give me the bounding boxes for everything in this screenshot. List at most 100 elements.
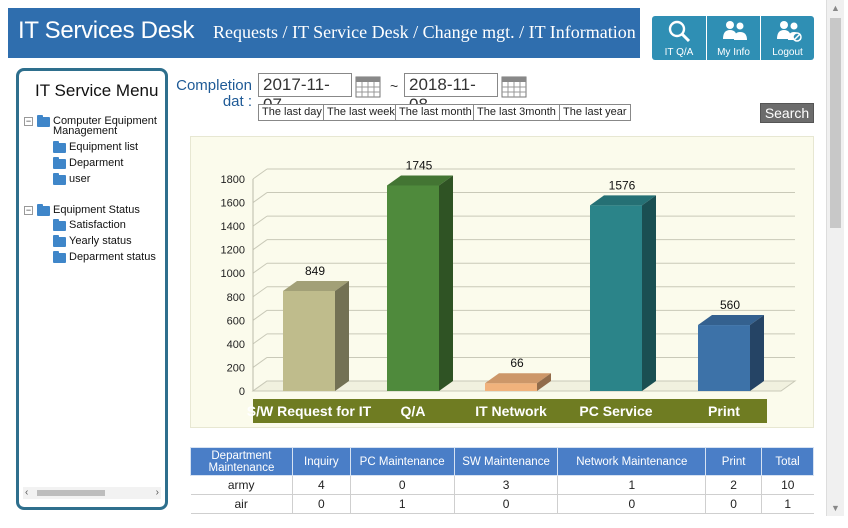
x-tick-label: Print xyxy=(708,403,740,419)
data-label: 1745 xyxy=(406,158,433,172)
menu-title: IT Service Menu xyxy=(35,81,159,100)
page-vertical-scrollbar[interactable]: ▲ ▼ xyxy=(826,0,844,516)
menu-item-satisfaction[interactable]: Satisfaction xyxy=(69,219,126,231)
logout-label: Logout xyxy=(772,47,803,58)
range-last-year-button[interactable]: The last year xyxy=(559,104,631,121)
table-cell: 0 xyxy=(291,494,351,514)
bar xyxy=(590,205,642,391)
start-date-input[interactable]: 2017-11-07 xyxy=(258,73,352,114)
table-cell: 0 xyxy=(705,494,762,514)
table-cell: 1 xyxy=(761,494,814,514)
my-info-button[interactable]: My Info xyxy=(706,16,760,60)
menu-group-equipment-status[interactable]: Equipment Status xyxy=(53,204,140,216)
y-tick-label: 400 xyxy=(227,339,245,351)
column-header: SW Maintenance xyxy=(453,447,559,476)
grid-line xyxy=(252,239,268,251)
column-header: Network Maintenance xyxy=(557,447,707,476)
menu-item-yearly-status[interactable]: Yearly status xyxy=(69,235,132,247)
end-date-input[interactable]: 2018-11-08 xyxy=(404,73,498,114)
y-tick-label: 1000 xyxy=(221,268,245,280)
bar-side xyxy=(750,315,764,391)
column-header: PC Maintenance xyxy=(349,447,455,476)
scroll-up-icon[interactable]: ▲ xyxy=(831,3,840,13)
collapse-toggle[interactable]: − xyxy=(24,116,33,126)
people-icon xyxy=(723,21,747,40)
y-tick-label: 1400 xyxy=(221,221,245,233)
folder-icon xyxy=(53,157,66,169)
range-last-month-button[interactable]: The last month xyxy=(395,104,476,121)
folder-icon xyxy=(53,219,66,231)
bar-side xyxy=(642,195,656,391)
x-tick-label: PC Service xyxy=(579,403,652,419)
app-title: IT Services Desk xyxy=(18,17,195,44)
scroll-thumb[interactable] xyxy=(830,18,841,228)
menu-horizontal-scrollbar[interactable]: ‹ › xyxy=(23,487,161,499)
scroll-left-icon[interactable]: ‹ xyxy=(25,487,29,498)
table-row[interactable]: air 0 1 0 0 0 1 xyxy=(190,494,814,514)
menu-group-computer-equipment[interactable]: Computer Equipment Management xyxy=(53,116,157,137)
grid-line xyxy=(252,357,268,368)
range-last-week-button[interactable]: The last week xyxy=(323,104,399,121)
category-band xyxy=(253,399,767,423)
menu-item-user[interactable]: user xyxy=(69,173,91,185)
grid-line xyxy=(252,192,268,203)
calendar-icon[interactable] xyxy=(355,74,381,98)
maintenance-table: Department Maintenance Inquiry PC Mainte… xyxy=(190,447,814,514)
logout-people-icon xyxy=(777,21,802,42)
scroll-down-icon[interactable]: ▼ xyxy=(831,503,840,513)
table-cell: 1 xyxy=(349,494,455,514)
data-label: 1576 xyxy=(609,178,636,192)
table-row[interactable]: army 4 0 3 1 2 10 xyxy=(190,475,814,495)
range-last-3month-button[interactable]: The last 3month xyxy=(473,104,560,121)
column-header: Inquiry xyxy=(291,447,351,476)
menu-group-label-line1: Computer Equipment xyxy=(53,115,157,127)
folder-icon xyxy=(53,251,66,263)
bar-side xyxy=(335,281,349,391)
menu-item-equipment-list[interactable]: Equipment list xyxy=(69,141,139,153)
it-qa-button[interactable]: IT Q/A xyxy=(652,16,706,60)
bar-side xyxy=(537,373,551,391)
completion-label-line2: dat : xyxy=(222,93,252,110)
grid-line xyxy=(252,215,268,227)
bar xyxy=(283,291,335,391)
y-tick-label: 1200 xyxy=(221,245,245,257)
bar xyxy=(485,383,537,391)
top-navigation[interactable]: Requests / IT Service Desk / Change mgt.… xyxy=(213,22,636,42)
it-service-menu: IT Service Menu − Computer Equipment Man… xyxy=(16,68,168,510)
column-header: Print xyxy=(705,447,763,476)
table-cell: 4 xyxy=(291,475,351,495)
menu-item-department[interactable]: Deparment xyxy=(69,157,124,169)
table-cell: 0 xyxy=(453,494,558,514)
data-label: 560 xyxy=(720,298,740,312)
data-label: 66 xyxy=(510,356,524,370)
magnifier-icon xyxy=(668,20,691,43)
scroll-thumb[interactable] xyxy=(37,490,105,496)
grid-line xyxy=(252,168,268,180)
y-tick-label: 0 xyxy=(239,386,245,398)
folder-icon xyxy=(37,204,50,216)
collapse-toggle[interactable]: − xyxy=(24,205,33,215)
folder-icon xyxy=(53,173,66,185)
search-button[interactable]: Search xyxy=(760,103,814,123)
table-cell: 1 xyxy=(557,475,706,495)
calendar-icon[interactable] xyxy=(501,74,527,98)
table-cell: army xyxy=(190,475,293,495)
table-cell: 0 xyxy=(349,475,455,495)
bar xyxy=(387,185,439,391)
y-tick-label: 800 xyxy=(227,292,245,304)
x-tick-label: Q/A xyxy=(401,403,426,419)
grid-line xyxy=(252,262,268,274)
column-header-line1: Department xyxy=(211,449,272,462)
x-tick-label: S/W Request for IT xyxy=(247,403,372,419)
menu-item-department-status[interactable]: Deparment status xyxy=(69,251,156,263)
grid-line xyxy=(252,286,268,298)
table-cell: 0 xyxy=(557,494,706,514)
my-info-label: My Info xyxy=(717,47,750,58)
logout-button[interactable]: Logout xyxy=(760,16,814,60)
bar-chart: 0 200 400 600 800 1000 1200 1400 1600 1800 849 S/W … xyxy=(221,158,797,423)
table-cell: 3 xyxy=(453,475,558,495)
scroll-right-icon[interactable]: › xyxy=(155,487,159,498)
bar-side xyxy=(439,175,453,391)
top-toolbar: IT Q/A My Info Logout xyxy=(652,16,814,60)
range-last-day-button[interactable]: The last day xyxy=(258,104,326,121)
